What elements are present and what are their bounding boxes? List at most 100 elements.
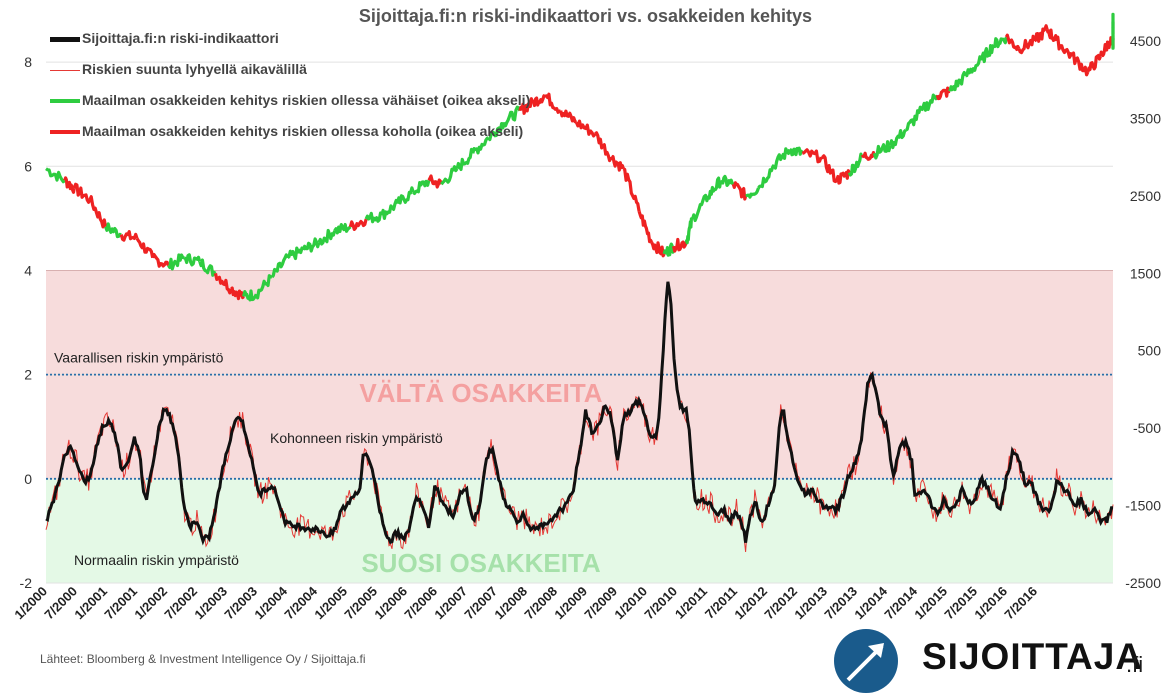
x-tick-label-11: 7/2005 <box>341 584 380 623</box>
brand-logo: SIJOITTAJA .fi <box>826 628 1171 694</box>
x-tick-label-21: 7/2010 <box>641 584 680 623</box>
equity-segment-23 <box>395 186 415 205</box>
chart-title: Sijoittaja.fi:n riski-indikaattori vs. o… <box>358 6 813 26</box>
equity-segment-25 <box>427 174 443 189</box>
x-tick-label-22: 1/2011 <box>672 584 710 622</box>
equity-segment-40 <box>650 241 666 258</box>
equity-segment-46 <box>719 174 735 187</box>
equity-segment-70 <box>1054 35 1074 59</box>
equity-segment-1 <box>63 176 76 194</box>
right-tick-label-1: -1500 <box>1125 498 1161 514</box>
equity-segment-30 <box>502 105 522 128</box>
zone-annotation-normal: Normaalin riskin ympäristö <box>74 552 239 568</box>
risk-indicator-line <box>45 281 1113 546</box>
equity-segment-11 <box>213 272 233 295</box>
x-tick-label-13: 7/2006 <box>401 584 440 623</box>
equity-segment-37 <box>609 155 625 172</box>
zone-band-1 <box>46 478 1113 583</box>
left-tick-label-4: 6 <box>24 158 32 174</box>
legend-label-high-risk: Maailman osakkeiden kehitys riskien olle… <box>82 123 524 139</box>
right-tick-label-3: 500 <box>1138 343 1162 359</box>
equity-segment-36 <box>594 131 613 163</box>
right-axis: -2500 -1500 -500 500 1500 2500 3500 4500 <box>1125 33 1161 591</box>
equity-segment-42 <box>672 237 688 253</box>
x-tick-label-12: 1/2006 <box>371 584 410 623</box>
x-tick-label-20: 1/2010 <box>611 584 650 623</box>
left-axis: -2 0 2 4 6 8 <box>20 54 33 591</box>
equity-segment-64 <box>979 43 996 64</box>
equity-segment-7 <box>151 252 170 268</box>
legend-swatch-indicator <box>50 37 80 42</box>
equity-segment-13 <box>242 289 258 302</box>
equity-segment-59 <box>905 105 924 132</box>
legend-label-short-term: Riskien suunta lyhyellä aikavälillä <box>82 61 307 77</box>
x-tick-label-26: 1/2013 <box>791 584 830 623</box>
equity-segment-31 <box>518 97 534 115</box>
equity-segment-32 <box>531 93 546 108</box>
short-term-risk-line <box>45 283 1114 553</box>
equity-segment-73 <box>1098 40 1112 58</box>
equity-segment-12 <box>230 286 245 301</box>
equity-segment-6 <box>135 237 155 259</box>
legend-swatch-high-risk <box>50 130 80 134</box>
x-tick-label-14: 1/2007 <box>431 584 470 623</box>
arrow-logo-icon <box>834 629 898 693</box>
legend-label-indicator: Sijoittaja.fi:n riski-indikaattori <box>82 30 279 46</box>
legend-label-low-risk: Maailman osakkeiden kehitys riskien olle… <box>82 92 531 108</box>
equity-segment-44 <box>690 193 710 223</box>
equity-segment-4 <box>104 222 122 239</box>
x-tick-label-33: 7/2016 <box>1001 584 1040 623</box>
right-tick-label-5: 2500 <box>1130 188 1161 204</box>
equity-segment-5 <box>119 230 139 242</box>
equity-segment-9 <box>183 253 202 267</box>
equity-segment-54 <box>835 169 851 185</box>
legend-swatch-short-term <box>50 70 80 71</box>
equity-segment-48 <box>745 187 760 199</box>
equity-segment-17 <box>301 237 321 253</box>
equity-segment-2 <box>72 182 92 204</box>
x-tick-label-15: 7/2007 <box>461 584 500 623</box>
x-tick-label-27: 7/2013 <box>821 584 860 623</box>
equity-segment-10 <box>198 258 217 277</box>
equity-segment-43 <box>684 217 694 245</box>
reference-label-0: Vaarallisen riskin ympäristö <box>54 350 224 366</box>
equity-segment-50 <box>772 147 792 170</box>
equity-segment-71 <box>1070 51 1090 77</box>
equity-index-series <box>45 12 1115 302</box>
equity-segment-72 <box>1086 53 1102 73</box>
equity-segment-61 <box>935 86 951 101</box>
equity-segment-51 <box>789 146 804 157</box>
x-tick-label-19: 7/2009 <box>581 584 620 623</box>
equity-segment-66 <box>1004 33 1021 51</box>
equity-segment-3 <box>88 195 108 229</box>
equity-segment-34 <box>559 109 578 124</box>
zone-label-1: SUOSI OSAKKEITA <box>361 548 601 578</box>
x-tick-label-4: 1/2002 <box>131 584 170 623</box>
zone-labels: VÄLTÄ OSAKKEITA SUOSI OSAKKEITA <box>359 378 602 578</box>
brand-name: SIJOITTAJA <box>922 636 1144 677</box>
x-tick-label-2: 1/2001 <box>71 584 110 623</box>
legend-swatch-low-risk <box>50 99 80 103</box>
equity-segment-60 <box>920 93 939 112</box>
equity-segment-67 <box>1017 34 1037 55</box>
zone-label-0: VÄLTÄ OSAKKEITA <box>359 378 602 408</box>
x-tick-label-31: 7/2015 <box>941 584 980 623</box>
equity-segment-16 <box>286 246 305 261</box>
equity-segment-53 <box>820 154 838 184</box>
risk-indicator-series <box>45 281 1114 553</box>
x-tick-label-18: 1/2009 <box>551 584 590 623</box>
equity-segment-55 <box>847 152 864 177</box>
x-tick-label-24: 1/2012 <box>731 584 770 623</box>
equity-segment-63 <box>965 55 983 78</box>
reference-label-1: Kohonneen riskin ympäristö <box>270 430 443 446</box>
equity-segment-49 <box>757 163 776 190</box>
equity-segment-38 <box>622 167 641 212</box>
left-tick-label-2: 2 <box>24 367 32 383</box>
x-axis: 1/20007/20001/20017/20011/20027/20021/20… <box>11 583 1040 622</box>
right-tick-label-6: 3500 <box>1130 110 1161 126</box>
equity-segment-41 <box>662 242 676 257</box>
equity-segment-33 <box>544 92 562 114</box>
x-tick-label-10: 1/2005 <box>311 584 350 623</box>
x-tick-label-1: 7/2000 <box>41 584 80 623</box>
